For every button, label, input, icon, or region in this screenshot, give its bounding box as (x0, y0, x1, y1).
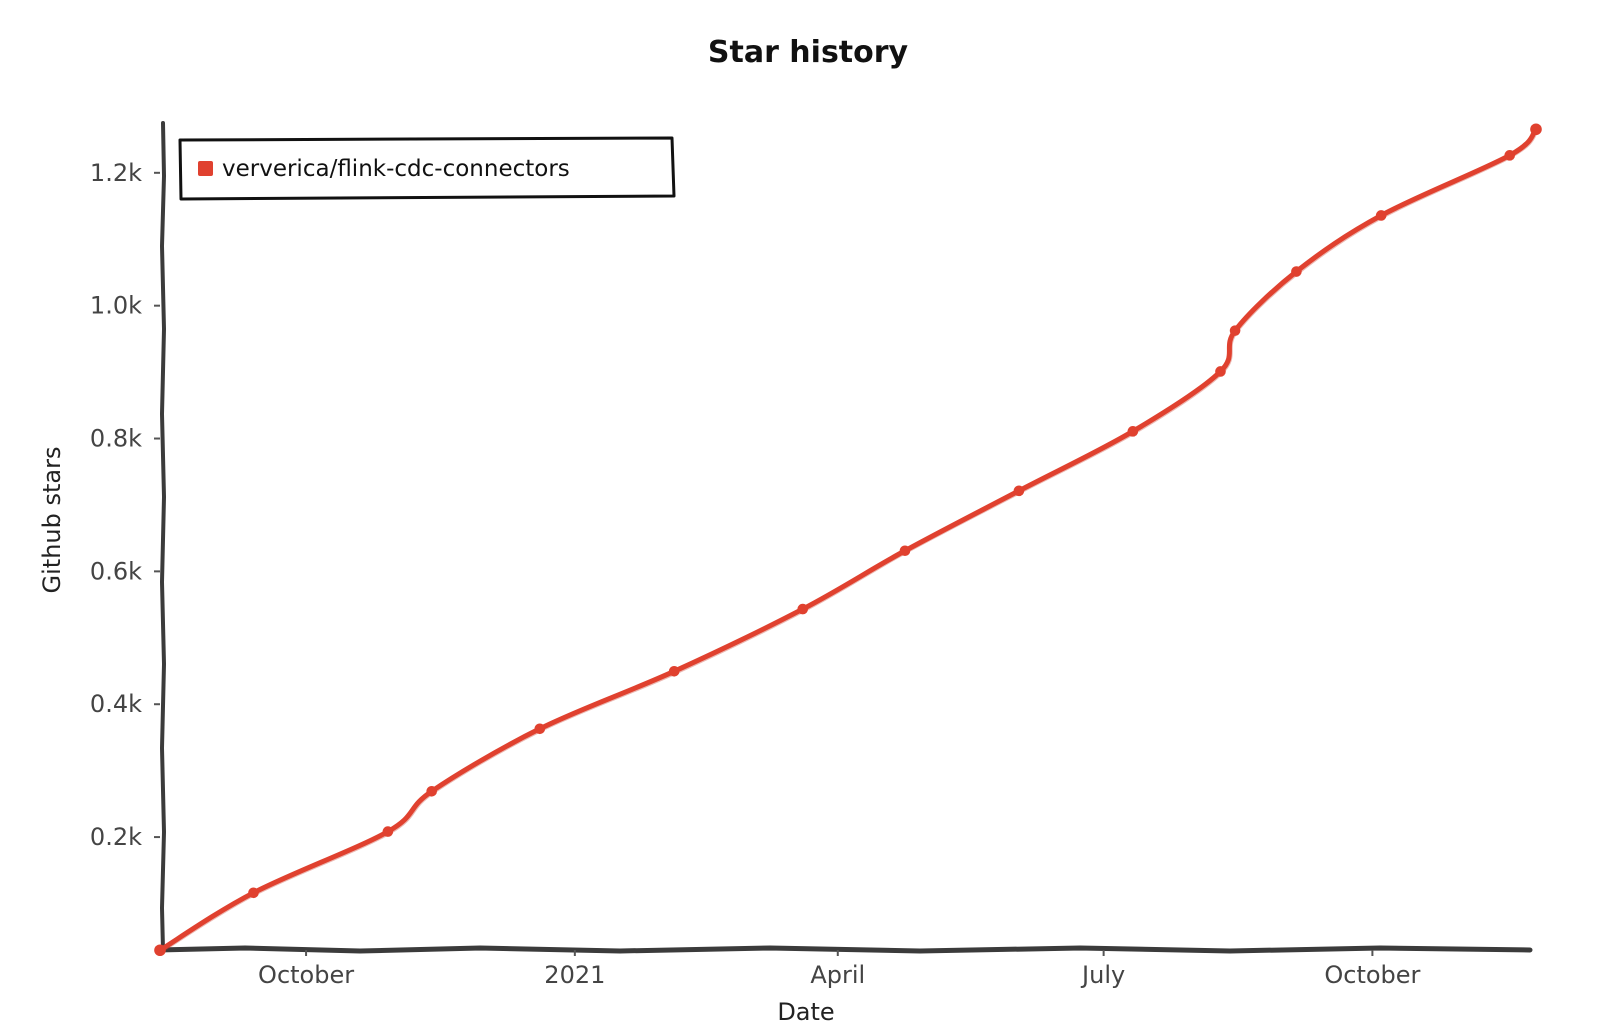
y-axis-tick-label: 0.4k (90, 690, 142, 718)
series-data-point (899, 545, 911, 557)
series-data-point (668, 666, 680, 677)
series-line-shadow (158, 127, 1540, 954)
series-data-point (1375, 210, 1387, 221)
series-data-point (382, 826, 394, 837)
x-axis-tick-label: July (1080, 961, 1125, 989)
series-data-point (1013, 485, 1025, 497)
y-axis-title: Github stars (38, 447, 66, 594)
legend: ververica/flink-cdc-connectors (178, 136, 676, 201)
series-data-point (1229, 325, 1241, 336)
legend-series-label: ververica/flink-cdc-connectors (222, 156, 570, 182)
series-layer (154, 123, 1542, 957)
series-data-point (1291, 266, 1302, 277)
series-data-point (1504, 150, 1516, 161)
series-data-point (1127, 426, 1139, 437)
series-data-point (797, 603, 809, 615)
x-axis-tick-label: 2021 (544, 961, 605, 989)
y-axis-tick-label: 1.2k (90, 159, 142, 187)
y-axis-tick-label: 1.0k (90, 292, 142, 320)
chart-title: Star history (708, 35, 909, 70)
x-axis-tick-label: April (810, 961, 865, 989)
axes-layer (155, 121, 1533, 954)
y-tick-labels: 0.2k 0.4k 0.6k 0.8k 1.0k 1.2k (90, 159, 160, 851)
series-data-point (534, 723, 546, 735)
series-data-point (248, 887, 259, 899)
legend-frame (178, 136, 676, 201)
legend-swatch (198, 161, 213, 176)
x-axis-tick-label: October (258, 961, 354, 989)
x-axis-title: Date (777, 998, 834, 1026)
x-axis-tick-label: October (1324, 961, 1420, 989)
y-axis-tick-label: 0.8k (90, 425, 142, 453)
x-axis-line (155, 945, 1533, 954)
series-line (157, 126, 1539, 953)
y-axis-line (160, 121, 166, 952)
x-tick-labels: October 2021 April July October (258, 950, 1421, 989)
series-data-point (154, 944, 166, 957)
y-axis-tick-label: 0.6k (90, 557, 142, 585)
y-axis-tick-label: 0.2k (90, 823, 142, 851)
series-data-point (1215, 366, 1226, 377)
series-data-point (426, 785, 437, 797)
series-data-point (1530, 123, 1542, 136)
